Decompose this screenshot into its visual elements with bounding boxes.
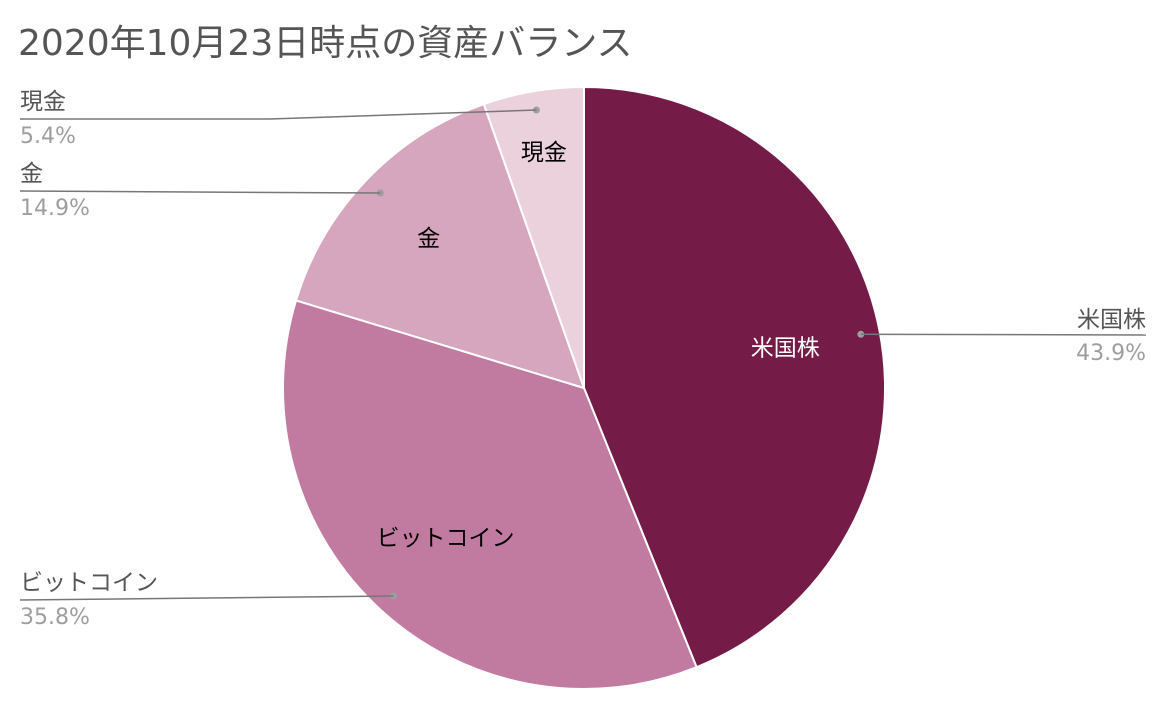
callout-label: 米国株: [1077, 307, 1146, 333]
chart-title: 2020年10月23日時点の資産バランス: [18, 23, 633, 64]
callout-label: ビットコイン: [20, 570, 158, 596]
callout-line: [860, 333, 1147, 336]
callouts: 米国株 43.9% ビットコイン 35.8% 金 14.9% 現金 5.4%: [19, 89, 1147, 630]
callout-percent: 14.9%: [20, 196, 90, 221]
callout-percent: 43.9%: [1076, 341, 1146, 366]
slice-label: 現金: [521, 140, 567, 166]
pie-slice: [482, 85, 585, 389]
pie-slice: [583, 85, 886, 669]
callout-line: [19, 595, 394, 601]
pie-slices: [282, 85, 886, 690]
pie-slice: [294, 102, 586, 390]
slice-label: 金: [417, 226, 440, 252]
slice-label: 米国株: [751, 335, 820, 361]
pie-slice: [282, 299, 698, 690]
callout-line: [20, 109, 537, 120]
callout-label: 現金: [20, 89, 66, 115]
callout-label: 金: [20, 161, 43, 187]
callout-percent: 5.4%: [20, 124, 76, 149]
callout-percent: 35.8%: [20, 605, 90, 630]
slice-label: ビットコイン: [377, 526, 515, 552]
callout-line: [19, 190, 381, 194]
